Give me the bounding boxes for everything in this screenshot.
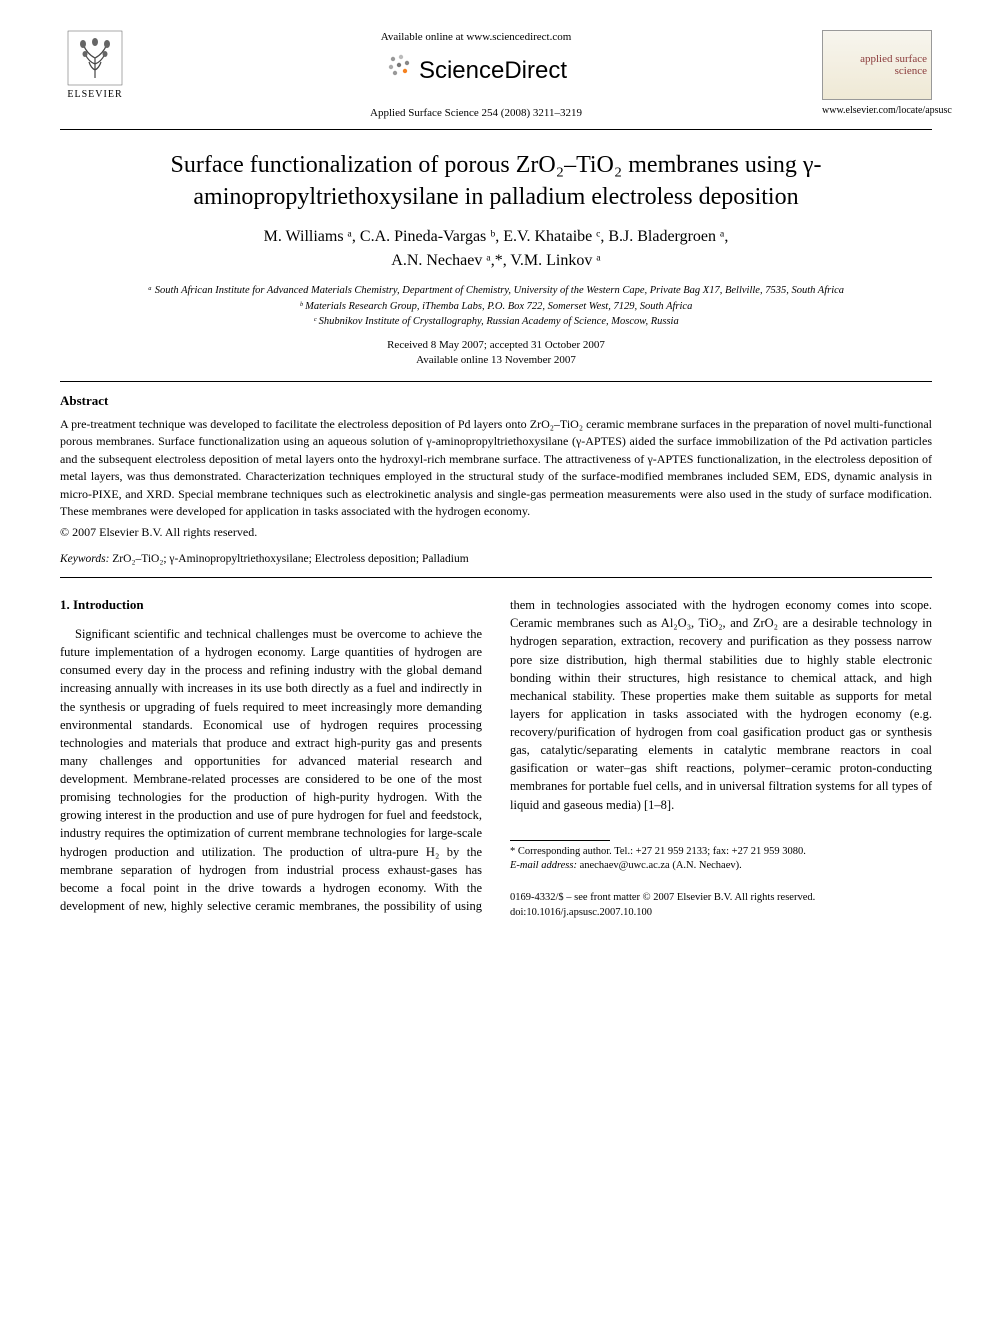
header-rule — [60, 129, 932, 130]
doi-line[interactable]: doi:10.1016/j.apsusc.2007.10.100 — [510, 905, 932, 920]
corresponding-author-footnote: * Corresponding author. Tel.: +27 21 959… — [510, 845, 932, 860]
affiliation-a: ᵃ South African Institute for Advanced M… — [60, 283, 932, 299]
journal-cover-thumbnail: applied surface science — [822, 30, 932, 100]
front-matter-line: 0169-4332/$ – see front matter © 2007 El… — [510, 890, 932, 905]
journal-reference: Applied Surface Science 254 (2008) 3211–… — [150, 106, 802, 121]
keywords-label: Keywords: — [60, 553, 109, 565]
affiliations-block: ᵃ South African Institute for Advanced M… — [60, 283, 932, 330]
received-accepted-date: Received 8 May 2007; accepted 31 October… — [60, 338, 932, 353]
article-body: 1. Introduction Significant scientific a… — [60, 596, 932, 920]
keywords-text: ZrO₂–TiO₂; γ-Aminopropyltriethoxysilane;… — [112, 553, 468, 565]
header-center: Available online at www.sciencedirect.co… — [130, 30, 822, 121]
email-label: E-mail address: — [510, 860, 577, 871]
email-footnote: E-mail address: anechaev@uwc.ac.za (A.N.… — [510, 859, 932, 874]
abstract-copyright: © 2007 Elsevier B.V. All rights reserved… — [60, 524, 932, 541]
journal-cover-name: applied surface science — [827, 53, 927, 77]
available-online-text: Available online at www.sciencedirect.co… — [150, 30, 802, 45]
sciencedirect-wordmark: ScienceDirect — [419, 54, 567, 88]
sciencedirect-logo: ScienceDirect — [385, 51, 567, 90]
abstract-heading: Abstract — [60, 392, 932, 410]
authors-line-2: A.N. Nechaev ᵃ,*, V.M. Linkov ᵃ — [391, 252, 600, 269]
article-dates: Received 8 May 2007; accepted 31 October… — [60, 338, 932, 369]
email-author-name: (A.N. Nechaev). — [672, 860, 741, 871]
page-header: ELSEVIER Available online at www.science… — [60, 30, 932, 121]
available-online-date: Available online 13 November 2007 — [60, 353, 932, 368]
abstract-body: A pre-treatment technique was developed … — [60, 416, 932, 520]
affiliation-b: ᵇ Materials Research Group, iThemba Labs… — [60, 299, 932, 315]
footnote-separator — [510, 840, 610, 841]
footnotes-block: * Corresponding author. Tel.: +27 21 959… — [510, 845, 932, 874]
journal-cover-block: applied surface science www.elsevier.com… — [822, 30, 932, 118]
post-abstract-rule — [60, 577, 932, 578]
sciencedirect-dots-icon — [385, 51, 413, 90]
email-address[interactable]: anechaev@uwc.ac.za — [580, 860, 670, 871]
journal-locate-url: www.elsevier.com/locate/apsusc — [822, 104, 932, 118]
section-heading-introduction: 1. Introduction — [60, 596, 482, 615]
authors-block: M. Williams ᵃ, C.A. Pineda-Vargas ᵇ, E.V… — [60, 225, 932, 273]
authors-line-1: M. Williams ᵃ, C.A. Pineda-Vargas ᵇ, E.V… — [264, 228, 729, 245]
pre-abstract-rule — [60, 381, 932, 382]
article-title: Surface functionalization of porous ZrO₂… — [60, 150, 932, 212]
elsevier-label: ELSEVIER — [60, 88, 130, 102]
affiliation-c: ᶜ Shubnikov Institute of Crystallography… — [60, 314, 932, 330]
elsevier-logo: ELSEVIER — [60, 30, 130, 102]
keywords-line: Keywords: ZrO₂–TiO₂; γ-Aminopropyltrieth… — [60, 551, 932, 567]
elsevier-tree-icon — [67, 30, 123, 86]
